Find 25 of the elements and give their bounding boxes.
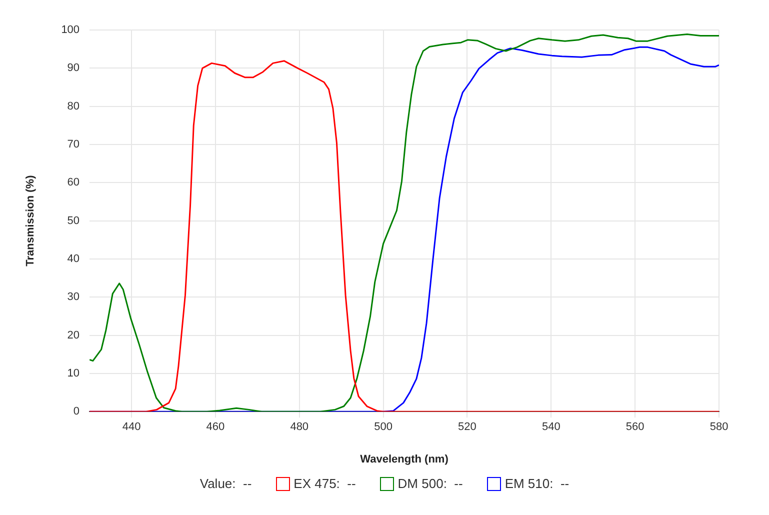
legend-label: EM 510: -- <box>504 476 570 491</box>
text: Value: -- <box>200 476 252 491</box>
x-tick-label: 440 <box>122 421 141 434</box>
y-tick-label: 20 <box>67 329 80 342</box>
y-tick-label: 70 <box>67 138 80 151</box>
y-tick-label: 100 <box>61 24 80 36</box>
x-tick-label: 480 <box>290 421 309 434</box>
y-tick-label: 90 <box>67 62 80 74</box>
x-tick-label: 560 <box>626 421 644 434</box>
y-tick-label: 80 <box>67 100 80 112</box>
legend-label: EX 475: -- <box>294 476 356 491</box>
y-tick-label: 60 <box>67 176 80 189</box>
legend-label: DM 500: -- <box>398 476 463 491</box>
x-tick-label: 500 <box>374 421 392 434</box>
x-tick-label: 460 <box>206 421 225 434</box>
y-tick-label: 30 <box>67 291 80 304</box>
x-tick-label: 520 <box>458 421 476 434</box>
y-tick-label: 10 <box>67 367 80 380</box>
x-tick-label: 540 <box>542 421 560 434</box>
y-tick-label: 50 <box>67 214 80 227</box>
x-tick-label: 580 <box>710 421 728 434</box>
y-tick-label: 40 <box>67 252 80 265</box>
x-axis-title: Wavelength (nm) <box>360 453 449 466</box>
y-tick-label: 0 <box>73 406 80 418</box>
y-axis-title: Transmission (%) <box>24 174 37 266</box>
